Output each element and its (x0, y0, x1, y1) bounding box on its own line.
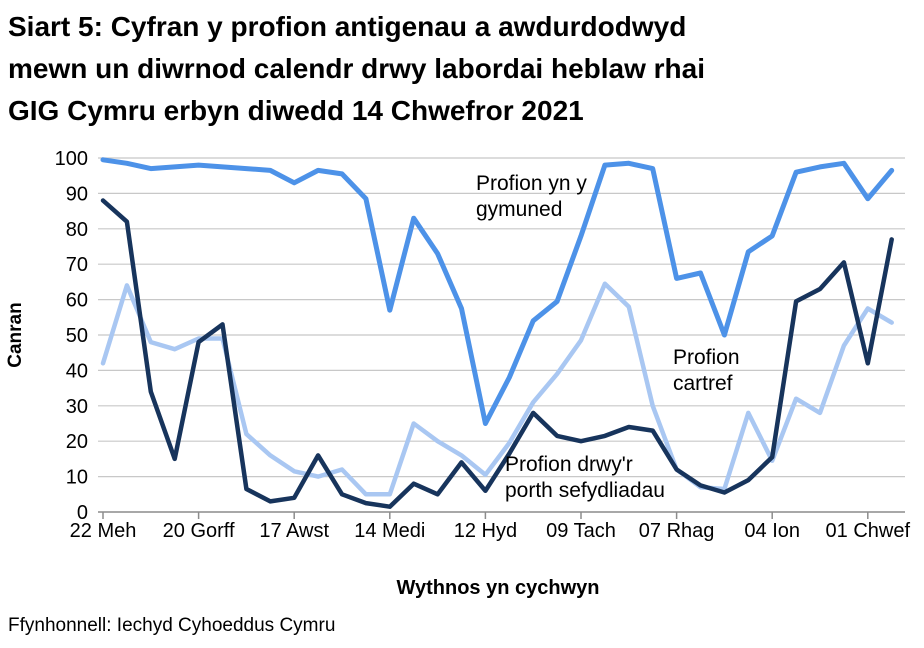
x-tick-label: 22 Meh (70, 520, 137, 542)
x-tick-label: 17 Awst (259, 520, 329, 542)
y-tick-label-50: 50 (66, 325, 88, 347)
chart-title-line-3: GIG Cymru erbyn diwedd 14 Chwefror 2021 (8, 95, 584, 126)
chart-title: Siart 5: Cyfran y profion antigenau a aw… (8, 6, 705, 132)
chart-title-line-2: mewn un diwrnod calendr drwy labordai he… (8, 53, 706, 84)
y-tick-label-100: 100 (55, 148, 88, 170)
x-tick-label: 04 Ion (744, 520, 800, 542)
chart-title-line-1: Siart 5: Cyfran y profion antigenau a aw… (8, 11, 687, 42)
x-tick-label: 09 Tach (546, 520, 616, 542)
y-tick-label-40: 40 (66, 360, 88, 382)
y-tick-label-30: 30 (66, 396, 88, 418)
x-tick-label: 07 Rhag (639, 520, 715, 542)
series-line-home (100, 281, 894, 497)
x-tick-label: 20 Gorff (163, 520, 235, 542)
series-annotation-1: Profion cartref (673, 346, 740, 395)
x-tick-label: 12 Hyd (454, 520, 517, 542)
y-tick-label-70: 70 (66, 254, 88, 276)
source-note: Ffynhonnell: Iechyd Cyhoeddus Cymru (8, 615, 336, 636)
y-tick-label-0: 0 (77, 502, 88, 524)
x-tick-label: 14 Medi (354, 520, 425, 542)
series-line-portal (100, 198, 894, 509)
y-tick-label-20: 20 (66, 431, 88, 453)
x-tick-label: 01 Chwef (826, 520, 911, 542)
y-tick-label-90: 90 (66, 183, 88, 205)
x-axis-title: Wythnos yn cychwyn (396, 577, 599, 599)
series-annotation-2: Profion drwy'r porth sefydliadau (505, 453, 665, 502)
series-annotation-0: Profion yn y gymuned (476, 172, 587, 221)
y-tick-label-60: 60 (66, 290, 88, 312)
y-tick-label-80: 80 (66, 219, 88, 241)
y-axis-title: Canran (5, 302, 26, 367)
y-tick-label-10: 10 (66, 467, 88, 489)
series-line-community (100, 157, 895, 426)
